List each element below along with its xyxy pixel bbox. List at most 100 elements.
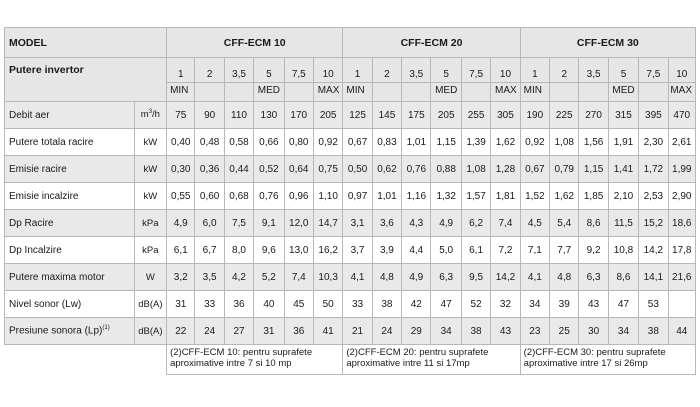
table-cell: 6,2 [460,209,492,237]
table-row: Putere totala racire kW 0,40 0,48 0,58 0,66 0,… [4,128,697,156]
tag-empty [371,82,403,102]
table-cell: 3,6 [371,209,403,237]
table-cell: 9,1 [253,209,285,237]
table-cell: 0,58 [223,128,255,156]
row-unit: W [133,263,168,291]
table-cell: 1,62 [549,182,580,210]
table-cell: 1,56 [578,128,609,156]
table-cell: 0,76 [401,155,432,183]
model-label: MODEL [3,27,168,58]
table-cell: 3,5 [194,263,225,291]
table-cell: 32 [490,290,521,318]
table-cell: 8,0 [223,236,255,264]
level-cff-ecm-20-5: 10 [490,57,521,83]
table-cell: 14,2 [490,263,521,291]
table-cell: 43 [578,290,609,318]
table-cell: 0,76 [253,182,285,210]
table-cell: 24 [371,317,403,345]
group-header-cff-ecm-20: CFF-ECM 20 [342,27,521,58]
table-cell: 38 [638,317,669,345]
table-cell: 4,9 [430,209,462,237]
table-cell: 0,96 [283,182,314,210]
table-cell: 1,28 [490,155,521,183]
table-cell: 3,2 [166,263,196,291]
table-cell: 0,80 [283,128,314,156]
table-cell: 6,1 [460,236,492,264]
table-cell: 1,16 [401,182,432,210]
table-cell: 1,91 [607,128,640,156]
table-cell: 1,52 [519,182,551,210]
tag-med: MED [430,82,462,102]
tag-empty [401,82,432,102]
table-cell: 7,7 [549,236,580,264]
table-cell: 1,41 [607,155,640,183]
table-cell: 205 [312,101,344,129]
table-row: Presiune sonora (Lp)(1) dB(A) 22 24 27 31 36 41… [4,317,697,345]
row-label: Emisie incalzire [4,182,135,210]
table-cell: 2,10 [607,182,640,210]
table-cell: 14,1 [638,263,669,291]
table-cell: 0,48 [194,128,225,156]
table-cell: 15,2 [638,209,669,237]
level-cff-ecm-30-0: 1 [519,57,551,83]
tag-empty [638,82,669,102]
level-cff-ecm-20-2: 3,5 [401,57,432,83]
table-cell: 0,66 [253,128,285,156]
level-cff-ecm-10-5: 10 [312,57,344,83]
row-label: Presiune sonora (Lp)(1) [4,317,135,345]
table-cell: 8,6 [607,263,640,291]
table-cell: 1,81 [490,182,521,210]
table-cell: 36 [283,317,314,345]
table-cell: 3,7 [342,236,373,264]
level-cff-ecm-10-3: 5 [253,57,285,83]
power-label: Putere invertor [3,57,168,102]
table-cell: 1,85 [578,182,609,210]
level-cff-ecm-30-2: 3,5 [578,57,609,83]
table-cell: 7,4 [490,209,521,237]
table-cell: 315 [607,101,640,129]
table-cell: 8,6 [578,209,609,237]
row-unit: dB(A) [133,290,168,318]
table-cell: 0,92 [519,128,551,156]
table-row: Dp Racire kPa 4,9 6,0 7,5 9,1 12,0 14,7 3,1 3,6 4,… [4,209,697,237]
group-header-cff-ecm-10: CFF-ECM 10 [166,27,344,58]
table-cell: 270 [578,101,609,129]
table-cell: 14,2 [638,236,669,264]
table-row: Debit aer m3/h 75 90 110 130 170 205 125 145 175 20… [4,101,697,129]
table-cell: 4,4 [401,236,432,264]
table-cell: 1,08 [549,128,580,156]
table-cell: 4,9 [401,263,432,291]
notes-row: (2)CFF-ECM 10: pentru suprafete aproxima… [4,344,697,375]
table-cell: 5,0 [430,236,462,264]
footnote-2: (2)CFF-ECM 20: pentru suprafete aproxima… [342,344,521,375]
table-cell: 145 [371,101,403,129]
table-cell: 1,32 [430,182,462,210]
table-cell: 1,15 [430,128,462,156]
table-cell: 11,5 [607,209,640,237]
table-cell: 0,79 [549,155,580,183]
table-cell: 36 [223,290,255,318]
table-cell: 10,3 [312,263,344,291]
table-cell: 225 [549,101,580,129]
level-cff-ecm-10-1: 2 [194,57,225,83]
table-cell: 0,68 [223,182,255,210]
table-cell: 1,99 [667,155,697,183]
header-row-models: MODEL CFF-ECM 10 CFF-ECM 20 CFF-ECM 30 [3,27,697,58]
level-cff-ecm-20-0: 1 [342,57,373,83]
table-cell: 0,64 [283,155,314,183]
table-cell: 170 [283,101,314,129]
table-cell: 18,6 [667,209,697,237]
row-label: Debit aer [4,101,135,129]
table-cell: 470 [667,101,697,129]
table-cell: 1,01 [401,128,432,156]
table-cell: 3,1 [342,209,373,237]
level-cff-ecm-20-1: 2 [371,57,403,83]
table-cell: 52 [460,290,492,318]
table-cell: 0,92 [312,128,344,156]
level-cff-ecm-30-3: 5 [607,57,640,83]
table-cell: 2,90 [667,182,697,210]
table-cell: 34 [519,290,551,318]
table-cell: 47 [607,290,640,318]
tag-med: MED [253,82,285,102]
tag-max: MAX [490,82,521,102]
